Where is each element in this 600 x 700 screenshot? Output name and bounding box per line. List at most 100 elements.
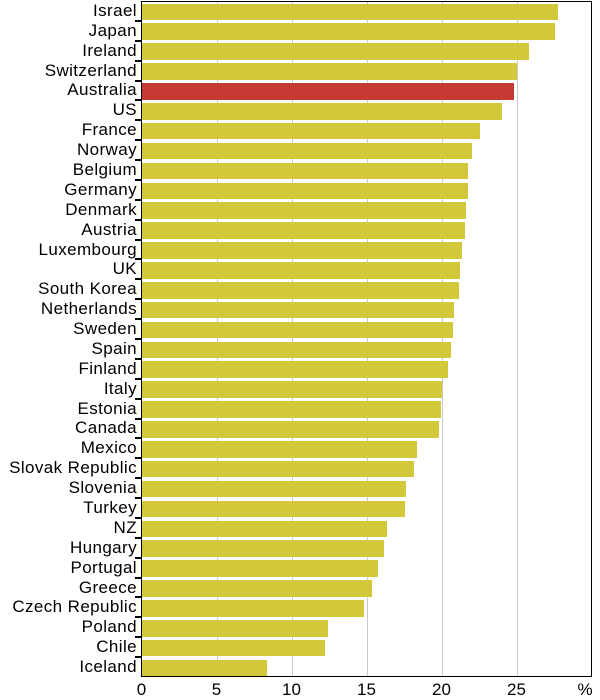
gridline-25 xyxy=(516,2,518,676)
country-label-finland: Finland xyxy=(78,358,137,378)
country-label-italy: Italy xyxy=(103,378,137,398)
country-label-turkey: Turkey xyxy=(83,498,137,517)
gridline-20 xyxy=(441,2,443,676)
bar-austria xyxy=(142,222,465,239)
percent-sign: % xyxy=(577,680,593,699)
bar-luxembourg xyxy=(142,242,462,259)
country-label-portugal: Portugal xyxy=(70,557,137,577)
bar-sweden xyxy=(142,321,453,339)
left-axis-tick xyxy=(135,178,141,181)
country-label-slovenia: Slovenia xyxy=(68,478,137,498)
bar-australia xyxy=(142,83,514,100)
country-label-israel: Israel xyxy=(93,0,137,20)
bar-nz xyxy=(142,520,387,538)
country-label-estonia: Estonia xyxy=(77,398,137,418)
bar-japan xyxy=(142,23,555,41)
country-label-luxembourg: Luxembourg xyxy=(38,239,137,259)
x-axis-tick-label-20: 20 xyxy=(432,680,451,699)
left-axis-tick xyxy=(135,119,141,122)
country-label-australia: Australia xyxy=(67,80,137,100)
country-label-slovak-republic: Slovak Republic xyxy=(9,458,137,478)
x-axis-tick-label-5: 5 xyxy=(211,680,222,699)
bar-slovenia xyxy=(142,480,406,498)
bar-hungary xyxy=(142,540,384,558)
left-axis-tick xyxy=(135,377,141,380)
country-label-nz: NZ xyxy=(113,517,137,537)
left-axis-tick xyxy=(135,357,141,360)
country-label-norway: Norway xyxy=(76,140,137,160)
bar-mexico xyxy=(142,441,417,458)
bar-canada xyxy=(142,421,439,438)
left-axis-tick xyxy=(135,19,141,22)
country-label-austria: Austria xyxy=(81,219,137,239)
left-axis-tick xyxy=(135,238,141,241)
country-label-hungary: Hungary xyxy=(69,537,137,557)
country-label-germany: Germany xyxy=(64,179,137,199)
bar-chile xyxy=(142,639,325,657)
bar-poland xyxy=(142,619,328,637)
country-label-chile: Chile xyxy=(96,637,137,657)
country-label-spain: Spain xyxy=(91,338,137,358)
country-label-belgium: Belgium xyxy=(72,160,137,179)
bar-finland xyxy=(142,361,448,379)
left-axis-tick xyxy=(135,338,141,340)
bar-uk xyxy=(142,262,460,279)
x-axis-tick-label-15: 15 xyxy=(357,680,376,699)
country-label-iceland: Iceland xyxy=(79,657,137,677)
bar-norway xyxy=(142,142,472,160)
bar-south-korea xyxy=(142,281,459,299)
bar-netherlands xyxy=(142,301,454,319)
country-label-us: US xyxy=(112,100,137,120)
left-axis-tick xyxy=(135,139,141,142)
gridline-5 xyxy=(216,2,218,676)
left-axis-tick xyxy=(135,218,141,221)
bar-israel xyxy=(142,3,558,21)
country-label-mexico: Mexico xyxy=(80,438,137,458)
bar-estonia xyxy=(142,401,441,418)
left-axis-tick xyxy=(135,516,141,519)
bar-turkey xyxy=(142,500,405,518)
bar-denmark xyxy=(142,202,466,220)
left-axis-tick xyxy=(135,39,141,42)
country-label-poland: Poland xyxy=(81,617,137,637)
bar-germany xyxy=(142,182,468,200)
left-axis-tick xyxy=(135,536,141,539)
left-axis-tick xyxy=(135,616,141,619)
plot-area xyxy=(141,1,592,677)
country-label-japan: Japan xyxy=(88,20,137,40)
left-axis-tick xyxy=(135,258,141,261)
country-label-canada: Canada xyxy=(75,418,137,438)
left-axis-tick xyxy=(135,159,141,162)
left-axis-tick xyxy=(135,99,141,102)
x-axis-tick-label-10: 10 xyxy=(282,680,301,699)
bar-ireland xyxy=(142,43,529,60)
left-axis-tick xyxy=(135,59,141,62)
country-label-uk: UK xyxy=(112,259,137,279)
bar-us xyxy=(142,103,502,120)
country-label-netherlands: Netherlands xyxy=(40,299,137,319)
x-axis-tick-label-0: 0 xyxy=(136,680,147,699)
x-axis-tick-label-25: 25 xyxy=(507,680,526,699)
country-label-switzerland: Switzerland xyxy=(44,60,137,80)
bar-greece xyxy=(142,580,372,597)
gridline-10 xyxy=(291,2,293,676)
left-axis-tick xyxy=(135,636,141,639)
country-label-france: France xyxy=(81,120,137,140)
left-axis-tick xyxy=(135,656,141,659)
left-axis-tick xyxy=(135,437,141,440)
bar-portugal xyxy=(142,560,378,577)
bar-slovak-republic xyxy=(142,460,414,478)
country-label-sweden: Sweden xyxy=(73,319,137,339)
bar-italy xyxy=(142,381,442,398)
left-axis-tick xyxy=(135,397,141,400)
left-axis-tick xyxy=(135,278,141,281)
left-axis-tick xyxy=(135,576,141,579)
country-label-ireland: Ireland xyxy=(82,40,137,60)
left-axis-tick xyxy=(135,318,141,321)
left-axis-tick xyxy=(135,198,141,201)
left-axis-tick xyxy=(135,477,141,480)
gridline-15 xyxy=(366,2,368,676)
bar-spain xyxy=(142,341,451,359)
bar-iceland xyxy=(142,659,267,677)
